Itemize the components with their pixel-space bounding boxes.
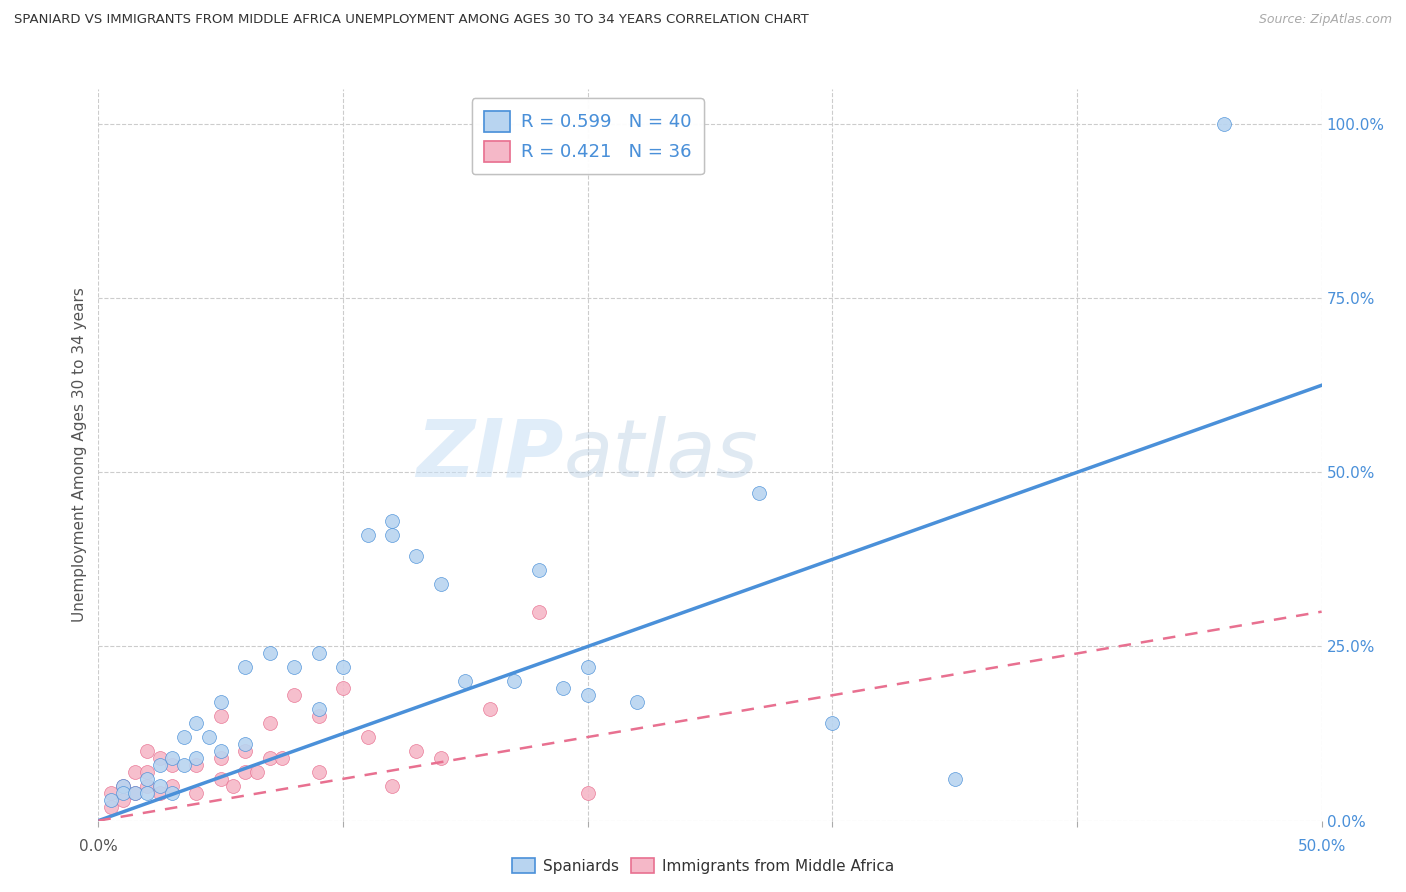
Point <box>943 772 966 786</box>
Point <box>186 786 208 800</box>
Point <box>160 758 183 772</box>
Point <box>259 647 281 661</box>
Point <box>124 786 146 800</box>
Point <box>100 799 122 814</box>
Point <box>233 737 256 751</box>
Point <box>576 660 599 674</box>
Text: ZIP: ZIP <box>416 416 564 494</box>
Text: SPANIARD VS IMMIGRANTS FROM MIDDLE AFRICA UNEMPLOYMENT AMONG AGES 30 TO 34 YEARS: SPANIARD VS IMMIGRANTS FROM MIDDLE AFRIC… <box>14 13 808 27</box>
Point <box>173 758 195 772</box>
Point <box>270 751 294 765</box>
Point <box>478 702 501 716</box>
Text: 0.0%: 0.0% <box>79 838 118 854</box>
Point <box>209 709 232 723</box>
Point <box>209 744 232 758</box>
Point <box>246 764 269 779</box>
Point <box>381 514 404 528</box>
Point <box>111 793 134 807</box>
Point <box>233 744 256 758</box>
Point <box>149 751 172 765</box>
Point <box>308 702 330 716</box>
Point <box>308 764 330 779</box>
Point <box>149 786 172 800</box>
Point <box>149 758 172 772</box>
Point <box>136 744 159 758</box>
Point <box>454 674 477 689</box>
Point <box>186 758 208 772</box>
Point <box>259 716 281 731</box>
Point <box>124 786 146 800</box>
Point <box>405 744 427 758</box>
Point <box>821 716 844 731</box>
Point <box>209 751 232 765</box>
Point <box>222 779 245 793</box>
Point <box>308 647 330 661</box>
Point <box>381 528 404 542</box>
Point <box>100 786 122 800</box>
Point <box>136 779 159 793</box>
Point <box>283 660 305 674</box>
Point <box>160 751 183 765</box>
Point <box>430 751 453 765</box>
Point <box>430 576 453 591</box>
Text: 50.0%: 50.0% <box>1298 838 1346 854</box>
Point <box>197 730 219 744</box>
Point <box>527 563 550 577</box>
Point <box>233 660 256 674</box>
Text: Source: ZipAtlas.com: Source: ZipAtlas.com <box>1258 13 1392 27</box>
Point <box>124 764 146 779</box>
Point <box>173 730 195 744</box>
Y-axis label: Unemployment Among Ages 30 to 34 years: Unemployment Among Ages 30 to 34 years <box>72 287 87 623</box>
Point <box>209 695 232 709</box>
Point <box>259 751 281 765</box>
Legend: R = 0.599   N = 40, R = 0.421   N = 36: R = 0.599 N = 40, R = 0.421 N = 36 <box>472 98 703 174</box>
Point <box>111 779 134 793</box>
Point <box>111 779 134 793</box>
Point <box>136 764 159 779</box>
Point <box>308 709 330 723</box>
Point <box>381 779 404 793</box>
Point <box>283 688 305 702</box>
Point <box>233 764 256 779</box>
Point <box>576 688 599 702</box>
Point <box>209 772 232 786</box>
Point <box>356 528 378 542</box>
Point <box>100 793 122 807</box>
Point <box>111 786 134 800</box>
Point <box>186 716 208 731</box>
Point <box>332 681 354 696</box>
Point <box>186 751 208 765</box>
Point <box>527 605 550 619</box>
Point <box>356 730 378 744</box>
Point <box>160 779 183 793</box>
Point <box>626 695 648 709</box>
Point <box>332 660 354 674</box>
Text: atlas: atlas <box>564 416 758 494</box>
Point <box>136 772 159 786</box>
Point <box>576 786 599 800</box>
Point <box>149 779 172 793</box>
Point <box>405 549 427 563</box>
Point <box>553 681 575 696</box>
Point <box>748 486 770 500</box>
Point <box>1212 117 1234 131</box>
Point <box>136 786 159 800</box>
Point <box>503 674 526 689</box>
Point <box>160 786 183 800</box>
Legend: Spaniards, Immigrants from Middle Africa: Spaniards, Immigrants from Middle Africa <box>506 852 900 880</box>
